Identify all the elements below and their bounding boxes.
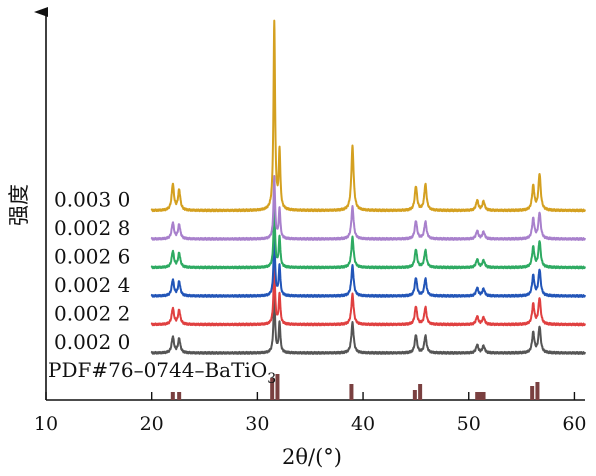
x-axis-title: 2θ/(°): [282, 445, 342, 469]
series-labels: 0.002 0 0.002 2 0.002 4 0.002 6 0.002 8 0.003…: [54, 188, 130, 355]
x-tick-label: 30: [245, 413, 269, 435]
reference-stick: [275, 374, 280, 400]
reference-label-subscript: 3: [267, 371, 276, 387]
y-axis-title: 强度: [7, 184, 31, 226]
reference-stick: [535, 382, 540, 400]
series-line: [150, 233, 586, 298]
reference-stick: [418, 384, 423, 400]
x-tick-label: 20: [140, 413, 164, 435]
series-label: 0.002 2: [54, 302, 130, 326]
x-tick-label: 50: [457, 413, 481, 435]
reference-label: PDF#76–0744–BaTiO3: [48, 358, 276, 387]
series-label: 0.002 8: [54, 216, 130, 240]
series-line: [150, 292, 586, 355]
series-line: [150, 264, 586, 327]
series-label: 0.002 6: [54, 245, 130, 269]
reference-stick: [475, 392, 480, 400]
reference-stick: [177, 392, 182, 400]
x-tick-label: 40: [351, 413, 375, 435]
reference-stick: [170, 392, 175, 400]
reference-stick: [270, 378, 275, 400]
x-ticks: 10 20 30 40 50 60: [34, 392, 587, 435]
series-lines: [150, 19, 586, 355]
reference-sticks: [170, 374, 540, 400]
reference-stick: [481, 392, 486, 400]
series-label: 0.002 0: [54, 330, 130, 354]
x-tick-label: 60: [562, 413, 586, 435]
reference-stick: [349, 384, 354, 400]
series-line: [150, 19, 586, 213]
series-label: 0.002 4: [54, 273, 130, 297]
series-line: [150, 174, 586, 241]
series-label: 0.003 0: [54, 188, 130, 212]
reference-stick: [412, 390, 417, 400]
reference-stick: [530, 386, 535, 400]
reference-stick: [478, 392, 483, 400]
x-tick-label: 10: [34, 413, 58, 435]
series-line: [150, 205, 586, 270]
